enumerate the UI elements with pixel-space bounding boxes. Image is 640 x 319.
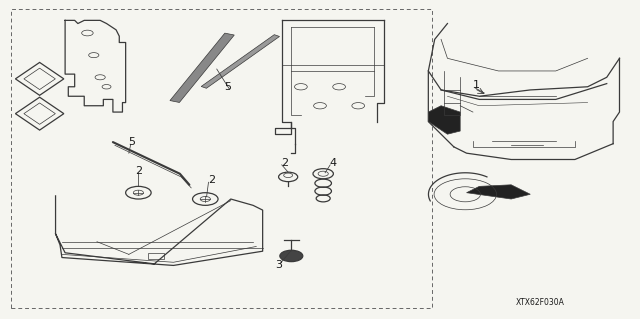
Polygon shape [467, 185, 531, 199]
Text: 4: 4 [329, 158, 336, 168]
Text: XTX62F030A: XTX62F030A [515, 298, 564, 307]
Text: 3: 3 [275, 260, 282, 271]
Polygon shape [201, 35, 280, 88]
Text: 5: 5 [224, 82, 231, 92]
Polygon shape [170, 33, 234, 102]
Text: 2: 2 [135, 166, 142, 175]
Bar [148, 253, 164, 259]
Polygon shape [428, 106, 460, 134]
Text: 5: 5 [129, 137, 136, 147]
Text: 2: 2 [208, 175, 215, 185]
Circle shape [280, 250, 303, 262]
Text: 1: 1 [472, 80, 479, 90]
Text: 2: 2 [282, 158, 289, 168]
